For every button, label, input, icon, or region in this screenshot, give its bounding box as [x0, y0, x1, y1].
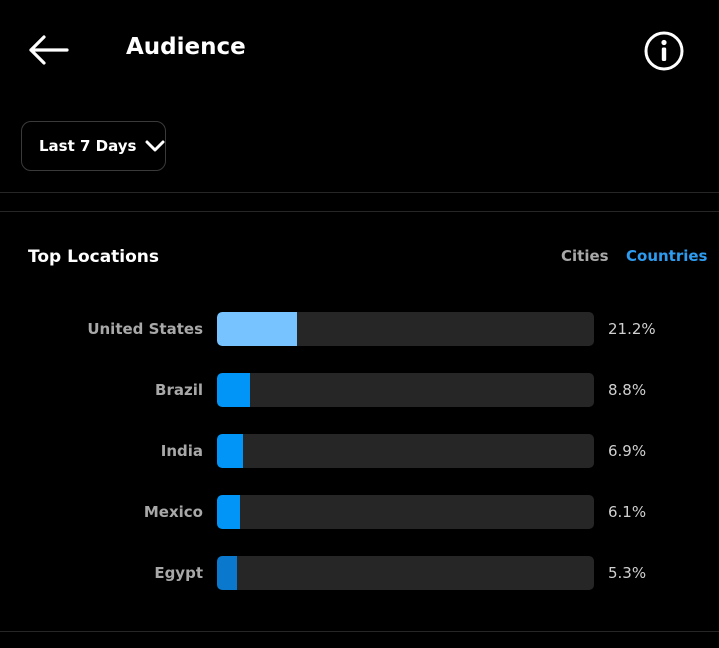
location-name: United States [87, 320, 203, 338]
location-bar [217, 434, 243, 468]
location-percentage: 8.8% [608, 381, 647, 399]
location-bar-track [217, 373, 594, 407]
location-bar [217, 556, 237, 590]
chevron-down-icon [145, 139, 165, 153]
location-bar-track [217, 556, 594, 590]
location-name: Brazil [155, 381, 203, 399]
info-circle-icon [644, 31, 684, 71]
location-bar-track [217, 434, 594, 468]
location-bar [217, 373, 250, 407]
info-button[interactable] [640, 27, 688, 75]
location-percentage: 6.1% [608, 503, 647, 521]
back-button[interactable] [22, 26, 74, 74]
location-percentage: 6.9% [608, 442, 647, 460]
divider [0, 211, 719, 212]
location-bar [217, 495, 240, 529]
location-bar-track [217, 312, 594, 346]
page-title: Audience [126, 34, 246, 60]
location-percentage: 5.3% [608, 564, 647, 582]
location-name: Mexico [143, 503, 203, 521]
arrow-left-icon [29, 35, 69, 65]
location-name: India [160, 442, 203, 460]
location-row: Egypt 5.3% [0, 556, 719, 590]
date-range-dropdown[interactable]: Last 7 Days [21, 121, 166, 171]
date-range-label: Last 7 Days [39, 137, 137, 155]
top-locations-title: Top Locations [28, 247, 160, 267]
tab-cities[interactable]: Cities [561, 247, 609, 265]
divider [0, 192, 719, 193]
location-row: India 6.9% [0, 434, 719, 468]
tab-countries[interactable]: Countries [626, 247, 708, 265]
location-row: United States 21.2% [0, 312, 719, 346]
location-row: Brazil 8.8% [0, 373, 719, 407]
location-percentage: 21.2% [608, 320, 656, 338]
location-name: Egypt [154, 564, 203, 582]
divider [0, 631, 719, 632]
location-bar-track [217, 495, 594, 529]
location-row: Mexico 6.1% [0, 495, 719, 529]
location-bar [217, 312, 297, 346]
